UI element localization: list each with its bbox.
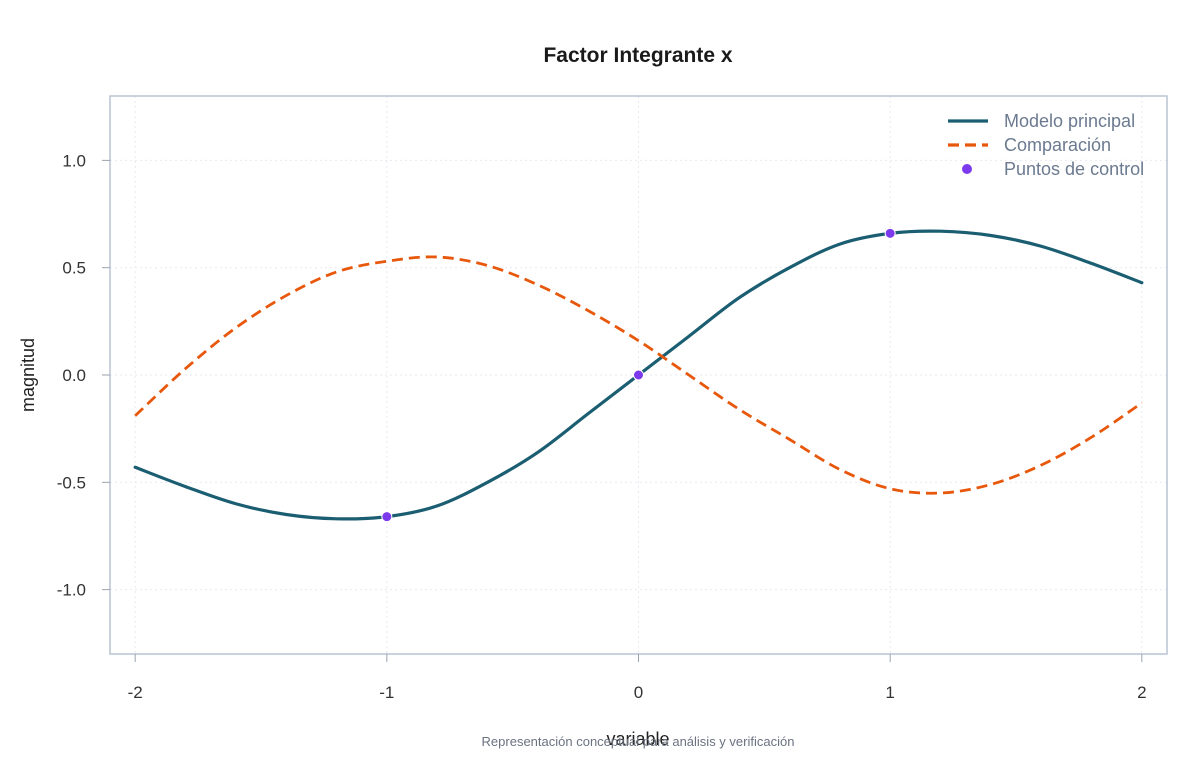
y-tick-label: 0.0 <box>62 366 86 385</box>
x-tick-label: 2 <box>1137 683 1146 702</box>
x-axis-label: variable <box>606 729 669 749</box>
legend-label: Modelo principal <box>1004 111 1135 131</box>
axes: -2 -1 0 1 2 -1.0 -0.5 0.0 0.5 1.0 <box>57 151 1147 702</box>
x-tick-label: -1 <box>379 683 394 702</box>
legend: Modelo principal Comparación Puntos de con… <box>948 111 1144 179</box>
y-axis-label: magnitud <box>18 338 38 412</box>
chart-caption: Representación conceptual para análisis … <box>482 734 795 749</box>
control-point <box>884 227 896 239</box>
x-tick-label: 1 <box>885 683 894 702</box>
series-line-comparacion <box>134 255 1143 495</box>
legend-label: Puntos de control <box>1004 159 1144 179</box>
chart-title: Factor Integrante x <box>543 44 732 67</box>
x-tick-label: -2 <box>128 683 143 702</box>
x-tick-label: 0 <box>634 683 643 702</box>
series-layer <box>133 227 1144 523</box>
y-tick-label: 1.0 <box>62 151 86 170</box>
control-point <box>381 511 393 523</box>
grid <box>110 96 1167 654</box>
legend-label: Comparación <box>1004 135 1111 155</box>
y-tick-label: -1.0 <box>57 581 86 600</box>
control-point <box>633 369 644 381</box>
legend-swatch-points <box>962 164 972 174</box>
y-tick-label: -0.5 <box>57 473 86 492</box>
y-tick-label: 0.5 <box>62 259 86 278</box>
